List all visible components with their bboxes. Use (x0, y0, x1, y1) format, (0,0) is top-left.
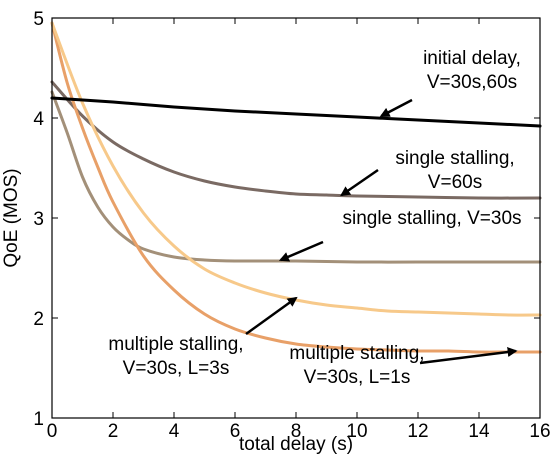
annotation-arrow (278, 240, 324, 262)
annotation-4: multiple stalling, V=30s, L=3s (108, 296, 298, 379)
series-line-2 (50, 80, 542, 200)
annotation-arrow (340, 168, 379, 197)
annotation-text: V=30s, L=3s (123, 358, 230, 379)
series-line-1 (50, 96, 542, 128)
annotation-text: multiple stalling, (289, 343, 424, 364)
x-tick-label: 0 (47, 421, 58, 442)
series-line-3 (50, 90, 542, 264)
annotation-text: initial delay, (423, 48, 521, 69)
annotation-layer: initial delay, V=30s,60s single stalling, V… (108, 48, 521, 388)
x-tick-label: 6 (230, 421, 241, 442)
y-tick-label: 3 (33, 209, 44, 230)
annotation-arrow (245, 296, 298, 336)
x-tick-label: 16 (529, 421, 550, 442)
x-tick-label: 14 (468, 421, 490, 442)
annotation-text: V=30s,60s (427, 72, 517, 93)
annotation-3: single stalling, V=30s (278, 208, 522, 262)
y-axis-label: QoE (MOS) (1, 168, 22, 267)
x-tick-label: 8 (291, 421, 302, 442)
x-tick-label: 4 (169, 421, 180, 442)
annotation-1: initial delay, V=30s,60s (379, 48, 521, 118)
annotation-text: multiple stalling, (108, 334, 243, 355)
annotation-2: single stalling, V=60s (340, 148, 515, 197)
series-layer (50, 21, 542, 354)
x-tick-label: 10 (346, 421, 367, 442)
annotation-text: single stalling, V=30s (342, 208, 521, 229)
annotation-5: multiple stalling, V=30s, L=1s (289, 343, 518, 388)
x-tick-label: 12 (407, 421, 428, 442)
x-axis-label: total delay (s) (239, 434, 353, 454)
y-tick-label: 5 (33, 9, 44, 30)
annotation-text: single stalling, (395, 148, 514, 169)
series-line-5 (50, 21, 542, 354)
annotation-text: V=60s (428, 172, 482, 193)
x-tick-label: 2 (108, 421, 119, 442)
annotation-text: V=30s, L=1s (304, 367, 411, 388)
y-tick-label: 1 (33, 409, 44, 430)
y-tick-label: 2 (33, 309, 44, 330)
y-tick-label: 4 (33, 109, 44, 130)
annotation-arrow (379, 98, 413, 118)
annotation-arrow (419, 347, 518, 365)
